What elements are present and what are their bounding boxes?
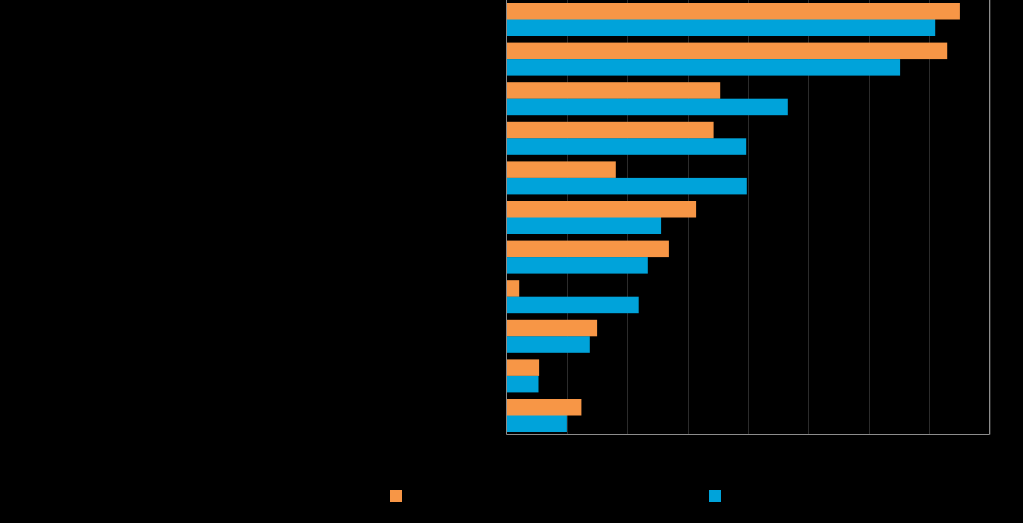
bar (506, 399, 582, 416)
bar (506, 319, 598, 337)
axes (506, 0, 990, 435)
legend-swatch (709, 490, 721, 502)
legend-swatch (390, 490, 402, 502)
bar (506, 121, 714, 139)
bar (506, 296, 639, 314)
bar (506, 177, 747, 195)
bar (506, 3, 960, 20)
bar (506, 201, 697, 218)
bar (506, 359, 540, 376)
bar (506, 161, 616, 178)
bar (506, 217, 662, 234)
bar (506, 240, 669, 258)
bar (506, 138, 747, 155)
legend (390, 490, 721, 502)
bar (506, 82, 721, 99)
bar (506, 257, 648, 274)
bar (506, 59, 901, 76)
bar (506, 280, 520, 297)
bars (506, 3, 960, 432)
bar (506, 19, 936, 36)
bar (506, 336, 590, 353)
bar (506, 42, 948, 60)
bar (506, 375, 539, 393)
bar (506, 415, 567, 432)
bar (506, 98, 788, 116)
